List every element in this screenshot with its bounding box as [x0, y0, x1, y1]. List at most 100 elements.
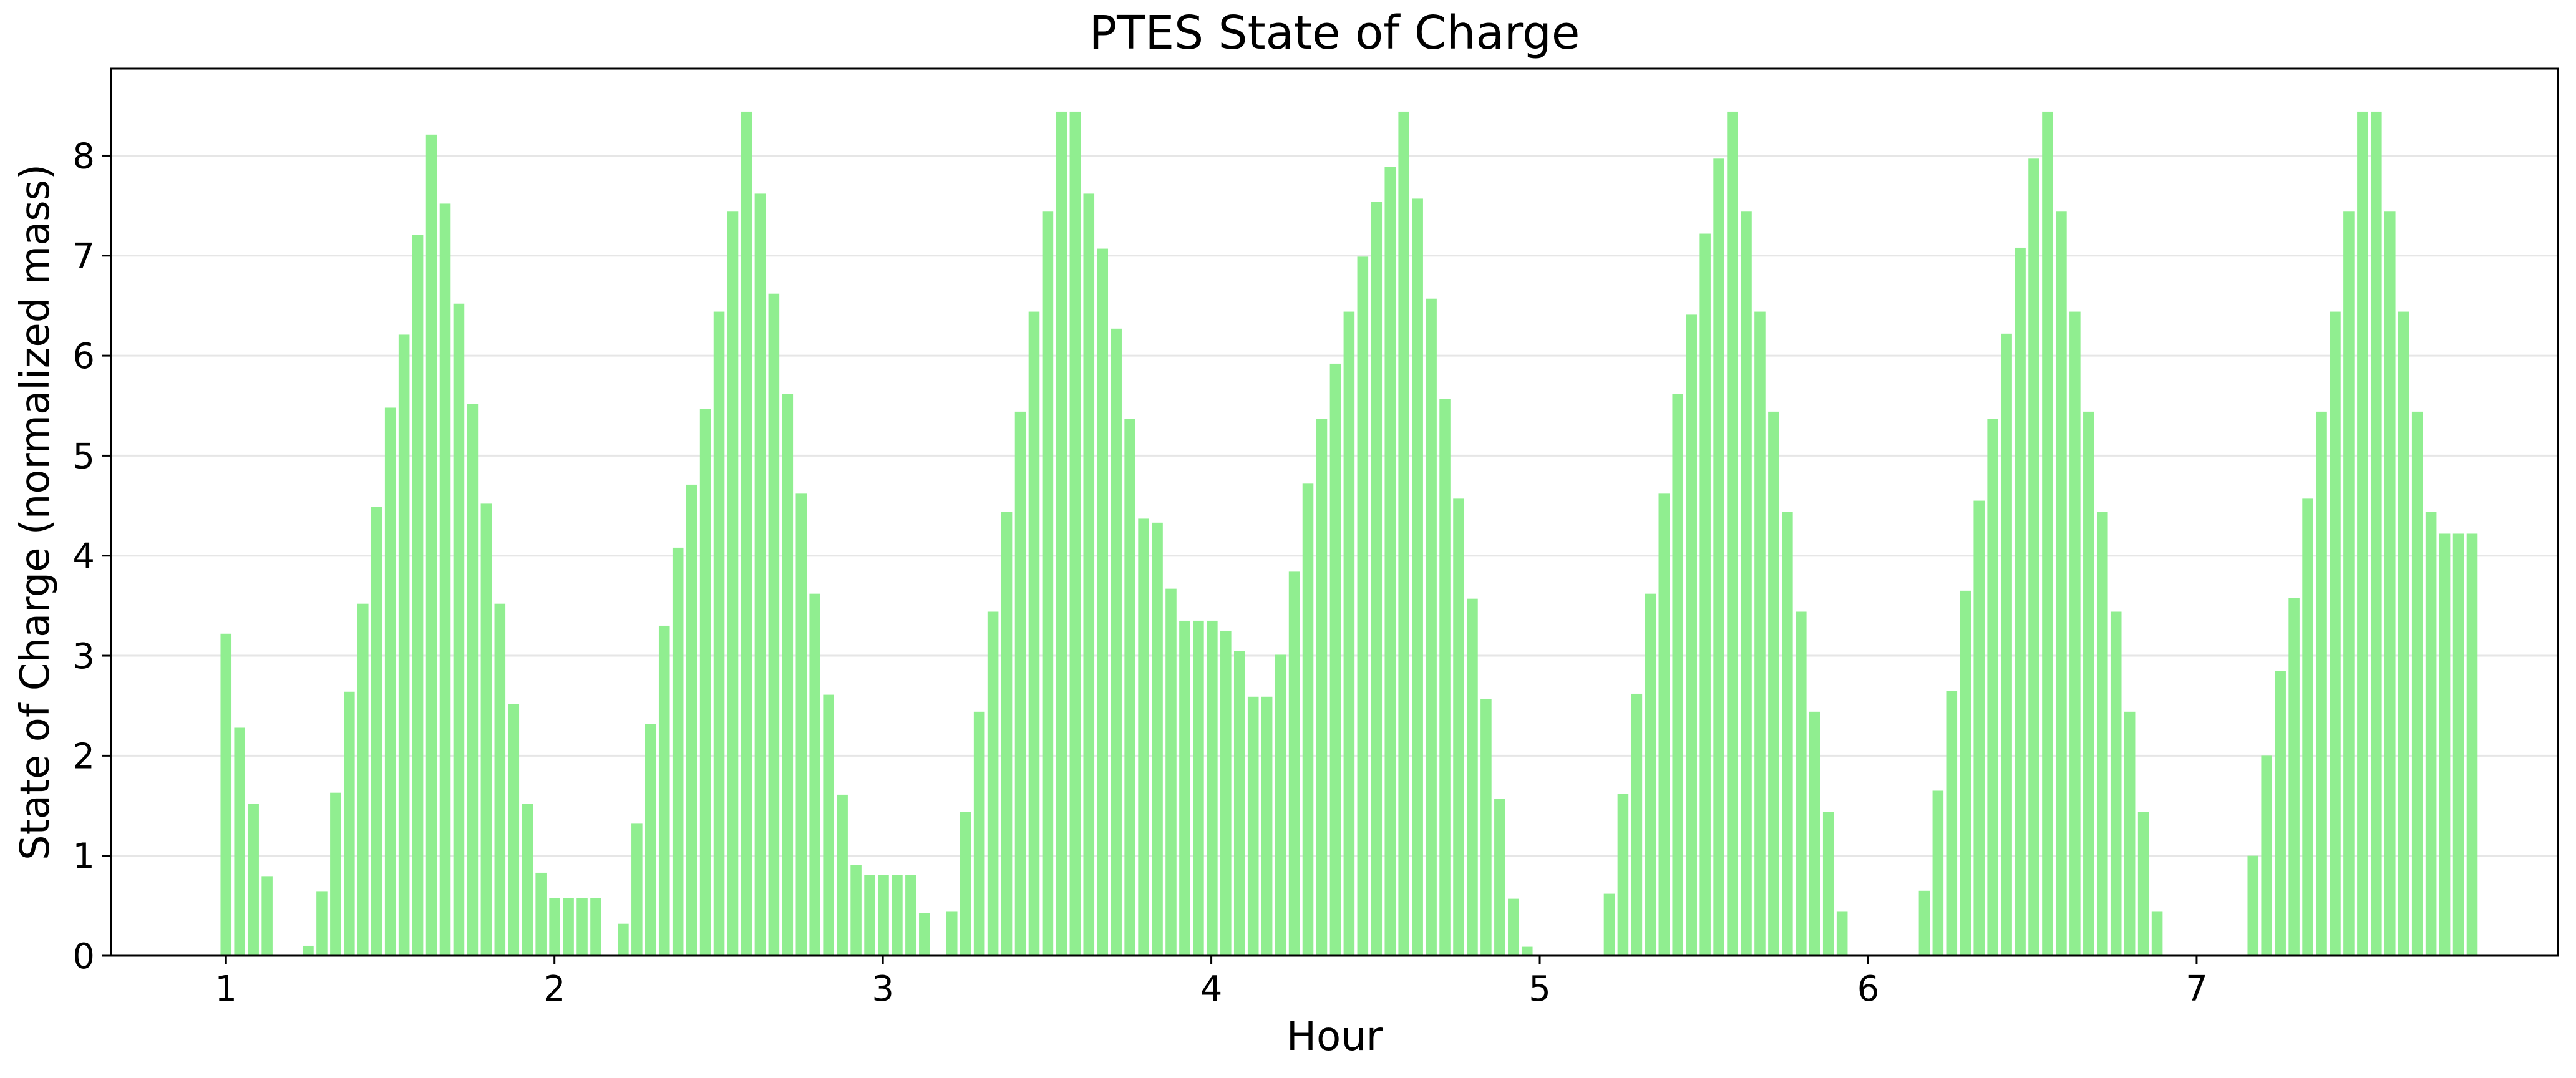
bar	[1822, 812, 1834, 956]
y-axis-label: State of Charge (normalized mass)	[12, 164, 59, 860]
bar	[467, 404, 479, 956]
bar	[344, 691, 355, 956]
x-ticks: 1 2 3 4 5 6 7	[215, 956, 2208, 1009]
bar	[425, 134, 437, 956]
bar	[1918, 890, 1930, 956]
bar	[1932, 790, 1944, 956]
bar	[220, 633, 232, 956]
bar	[2439, 533, 2451, 956]
bar	[631, 823, 643, 956]
bar	[330, 792, 341, 956]
bar	[576, 898, 588, 956]
bar	[1398, 111, 1409, 956]
bar	[2371, 111, 2382, 956]
bar	[590, 898, 601, 956]
bar	[1275, 654, 1286, 956]
bars	[220, 111, 2478, 956]
bar	[1056, 111, 1067, 956]
y-tick-label: 4	[72, 537, 95, 577]
bar	[2466, 533, 2478, 956]
bar	[1973, 500, 1985, 956]
y-tick-label: 1	[72, 837, 95, 877]
bar	[905, 875, 916, 956]
bar	[1207, 620, 1218, 956]
bar	[2096, 512, 2108, 956]
bar	[1480, 698, 1492, 956]
bar	[535, 872, 547, 956]
bar	[316, 891, 328, 956]
bar	[919, 913, 930, 956]
bar	[809, 593, 821, 956]
bar	[398, 334, 410, 956]
bar	[782, 394, 794, 956]
bar	[1124, 419, 1135, 956]
bar	[1768, 411, 1779, 956]
bar	[795, 493, 807, 956]
bar	[1329, 363, 1341, 956]
chart-title: PTES State of Charge	[1089, 6, 1580, 60]
x-tick-label: 5	[1529, 969, 1551, 1009]
bar	[2015, 247, 2026, 956]
bar	[1042, 211, 1054, 956]
bar	[878, 875, 889, 956]
bar	[837, 794, 848, 956]
bar	[1357, 256, 1369, 956]
bar	[508, 704, 520, 956]
bar	[1152, 522, 1163, 956]
x-tick-label: 2	[543, 969, 566, 1009]
bar	[741, 111, 752, 956]
bar	[892, 875, 903, 956]
bar	[658, 625, 670, 956]
bar	[1467, 598, 1478, 956]
bar	[303, 945, 314, 956]
bar	[1138, 518, 1149, 956]
bar	[2247, 855, 2259, 956]
bar	[371, 507, 382, 956]
bar	[2124, 711, 2136, 956]
bar	[1960, 590, 1971, 956]
bar	[2151, 911, 2163, 956]
bar	[1453, 498, 1464, 956]
bar	[1247, 696, 1259, 956]
bar	[480, 503, 492, 956]
x-tick-label: 1	[215, 969, 237, 1009]
bar	[494, 603, 506, 956]
bar	[645, 724, 656, 956]
y-ticks: 0 1 2 3 4 5 6 7 8	[72, 136, 111, 977]
bar	[357, 603, 369, 956]
bar	[1713, 158, 1724, 956]
bar	[2069, 311, 2081, 956]
bar	[2001, 333, 2012, 956]
bar	[1494, 799, 1505, 956]
bar	[1987, 419, 1998, 956]
bar	[1028, 311, 1040, 956]
bar	[2452, 533, 2464, 956]
bar	[987, 611, 999, 956]
bar	[1412, 198, 1423, 956]
bar	[1836, 911, 1848, 956]
bar	[2288, 598, 2300, 956]
x-tick-label: 3	[872, 969, 894, 1009]
bar	[1782, 512, 1793, 956]
bar	[960, 812, 971, 956]
bar	[1316, 419, 1328, 956]
x-tick-label: 6	[1857, 969, 1880, 1009]
bar	[973, 711, 985, 956]
bar	[2357, 111, 2368, 956]
x-tick-label: 4	[1200, 969, 1223, 1009]
bar	[1288, 571, 1300, 956]
bar	[522, 804, 533, 956]
bar	[1631, 693, 1643, 956]
y-tick-label: 3	[72, 636, 95, 677]
bar	[1111, 328, 1122, 956]
y-tick-label: 6	[72, 336, 95, 377]
bar	[2110, 611, 2122, 956]
bar	[1521, 946, 1533, 956]
bar	[1508, 898, 1519, 956]
bar	[2343, 211, 2355, 956]
bar	[1069, 111, 1081, 956]
bar	[1741, 211, 1752, 956]
bar	[2425, 512, 2437, 956]
bar	[1658, 493, 1670, 956]
bar	[618, 923, 629, 956]
